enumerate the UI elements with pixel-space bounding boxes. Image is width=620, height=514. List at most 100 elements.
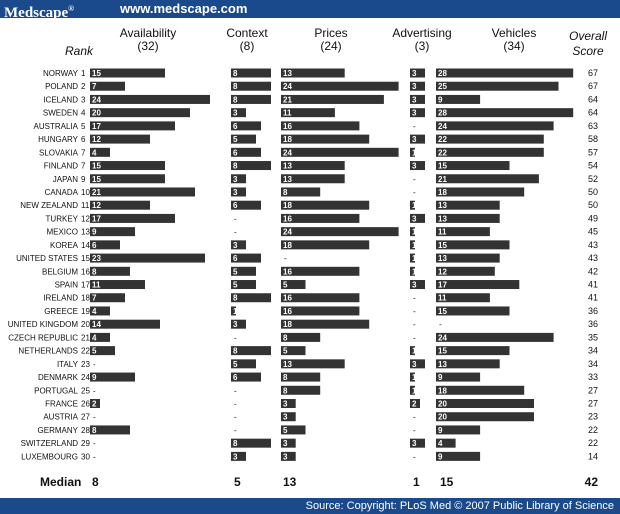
medscape-logo[interactable]: Medscape®	[4, 4, 75, 21]
overall-header-line2: Score	[572, 44, 604, 58]
country-label: AUSTRIA	[43, 413, 78, 422]
overall-score: 33	[588, 372, 598, 382]
column-header-prices: Prices	[314, 26, 347, 40]
median-advertising: 1	[413, 475, 420, 489]
bar-label: 5	[92, 347, 97, 356]
bar-prices	[281, 81, 399, 91]
bar-label: 9	[438, 373, 443, 382]
country-label: BELGIUM	[42, 267, 78, 276]
bar-vehicles	[436, 174, 539, 184]
bar-label: 16	[283, 122, 292, 131]
country-label: KOREA	[50, 241, 79, 250]
bar-label: 2	[412, 400, 417, 409]
bar-vehicles	[436, 121, 554, 131]
rank-value: 27	[81, 413, 90, 422]
bar-label: 6	[233, 373, 238, 382]
bar-advertising	[410, 359, 425, 369]
bar-vehicles	[436, 451, 481, 461]
overall-score: 43	[588, 253, 598, 263]
bar-advertising	[410, 94, 425, 104]
bar-vehicles	[436, 147, 544, 157]
bar-label: 13	[283, 69, 292, 78]
bar-advertising	[410, 438, 425, 448]
bar-label: 2	[92, 400, 97, 409]
bar-label: 24	[283, 228, 292, 237]
rank-value: 18	[81, 294, 90, 303]
country-label: SWITZERLAND	[21, 439, 79, 448]
column-max-availability: (32)	[137, 39, 158, 53]
rank-value: 26	[81, 400, 90, 409]
bar-label: 3	[412, 135, 417, 144]
bar-context	[231, 68, 271, 78]
bar-context	[231, 121, 261, 131]
overall-score: 34	[588, 346, 598, 356]
missing-value: -	[93, 386, 96, 395]
bar-availability	[90, 266, 130, 276]
missing-value: -	[234, 214, 237, 223]
bar-label: 24	[438, 333, 447, 342]
country-label: SPAIN	[55, 281, 79, 290]
bar-prices	[281, 332, 321, 342]
bar-prices	[281, 213, 360, 223]
overall-score: 36	[588, 306, 598, 316]
bar-vehicles	[436, 161, 510, 171]
bar-prices	[281, 227, 399, 237]
overall-score: 41	[588, 280, 598, 290]
bar-label: 9	[438, 95, 443, 104]
bar-advertising	[410, 280, 425, 290]
bar-label: 22	[438, 148, 447, 157]
missing-value: -	[234, 228, 237, 237]
bar-label: 15	[92, 175, 101, 184]
bar-label: 8	[283, 386, 288, 395]
bar-label: 8	[233, 347, 238, 356]
bar-label: 5	[233, 267, 238, 276]
bar-label: 3	[412, 95, 417, 104]
bar-advertising	[410, 147, 415, 157]
bar-label: 5	[233, 135, 238, 144]
bar-label: 12	[92, 201, 101, 210]
bar-availability	[90, 187, 195, 197]
bar-prices	[281, 346, 306, 356]
missing-value: -	[93, 360, 96, 369]
bar-context	[231, 174, 246, 184]
bar-label: 8	[233, 95, 238, 104]
bar-label: 18	[438, 188, 447, 197]
bar-advertising	[410, 81, 425, 91]
overall-score: 14	[588, 451, 598, 461]
rank-value: 7	[81, 148, 86, 157]
bar-label: 3	[233, 320, 238, 329]
bar-label: 3	[233, 109, 238, 118]
bar-label: 8	[233, 69, 238, 78]
bar-prices	[281, 134, 370, 144]
bar-prices	[281, 319, 370, 329]
bar-context	[231, 134, 256, 144]
median-overall: 42	[585, 475, 599, 489]
bar-label: 6	[233, 122, 238, 131]
overall-header-line1: Overall	[569, 29, 607, 43]
site-url[interactable]: www.medscape.com	[120, 1, 248, 16]
overall-score: 22	[588, 438, 598, 448]
bar-label: 1	[412, 267, 417, 276]
bar-label: 1	[412, 148, 417, 157]
bar-label: 9	[438, 452, 443, 461]
bar-context	[231, 253, 261, 263]
bar-label: 3	[412, 281, 417, 290]
bar-vehicles	[436, 438, 456, 448]
bar-vehicles	[436, 372, 481, 382]
missing-value: -	[413, 294, 416, 303]
bar-label: 7	[92, 82, 97, 91]
country-label: TURKEY	[46, 214, 79, 223]
bar-advertising	[410, 161, 425, 171]
overall-score: 67	[588, 68, 598, 78]
missing-value: -	[413, 122, 416, 131]
column-header-context: Context	[226, 26, 268, 40]
bar-label: 13	[438, 360, 447, 369]
country-label: HUNGARY	[38, 135, 79, 144]
top-banner: Medscape® www.medscape.com	[0, 0, 620, 21]
country-label: UNITED STATES	[16, 254, 78, 263]
rank-header: Rank	[65, 44, 94, 58]
rank-value: 28	[81, 426, 90, 435]
bar-prices	[281, 68, 345, 78]
bar-label: 21	[283, 95, 292, 104]
overall-score: 49	[588, 213, 598, 223]
